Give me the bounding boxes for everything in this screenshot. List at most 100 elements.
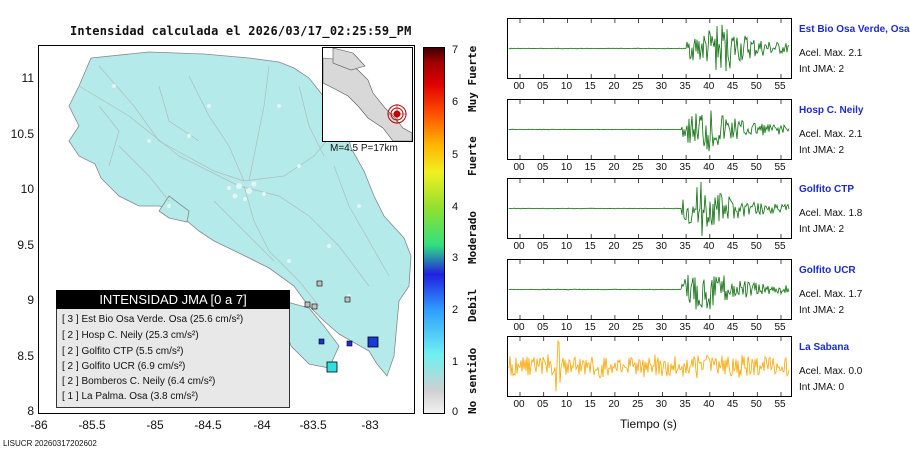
colorbar-tick: 5 xyxy=(452,149,459,161)
station-marker xyxy=(367,336,379,348)
station-name[interactable]: Est Bio Osa Verde, Osa xyxy=(799,24,910,35)
legend-row: [ 1 ] La Palma. Osa (3.8 cm/s²) xyxy=(62,391,199,402)
colorbar-word-moderado: Moderado xyxy=(466,211,479,264)
colorbar-word-debil: Debil xyxy=(466,288,479,322)
jma-intensity: Int JMA: 2 xyxy=(799,64,845,75)
waveform-panel[interactable] xyxy=(507,259,792,320)
x-tick-label: -86 xyxy=(30,418,48,432)
towns-layer xyxy=(112,84,361,298)
time-tick-label: 15 xyxy=(584,322,596,333)
time-tick-label: 25 xyxy=(632,81,644,92)
y-tick-label: 9 xyxy=(27,293,34,307)
time-tick-label: 10 xyxy=(560,399,573,410)
waveform-plot xyxy=(508,19,790,78)
colorbar-word-no-sentido: No sentido xyxy=(466,347,479,414)
map-title: Intensidad calculada el 2026/03/17_02:25… xyxy=(70,24,412,38)
station-marker xyxy=(316,280,323,287)
time-tick-label: 30 xyxy=(655,399,667,410)
seismogram-trace xyxy=(508,24,790,72)
time-tick-label: 55 xyxy=(774,399,786,410)
time-tick-label: 05 xyxy=(537,162,549,173)
waveform-panel[interactable] xyxy=(507,18,792,79)
time-tick-label: 30 xyxy=(655,322,667,333)
waveform-panel[interactable] xyxy=(507,178,792,239)
time-tick-label: 50 xyxy=(750,162,762,173)
time-tick-label: 45 xyxy=(726,399,739,410)
time-tick-label: 00 xyxy=(513,81,525,92)
station-name[interactable]: Golfito CTP xyxy=(799,184,854,195)
station-name[interactable]: La Sabana xyxy=(799,342,850,353)
station-marker xyxy=(346,340,353,347)
y-tick-label: 9.5 xyxy=(17,238,34,252)
time-tick-label: 45 xyxy=(726,162,739,173)
time-tick-label: 05 xyxy=(537,241,549,252)
nicoya-shape xyxy=(158,195,190,223)
time-tick-label: 10 xyxy=(560,322,573,333)
waveform-panel[interactable] xyxy=(507,99,792,160)
seismogram-trace xyxy=(508,181,790,237)
time-tick-label: 00 xyxy=(513,322,525,333)
time-tick-label: 50 xyxy=(750,241,762,252)
footer-id: LISUCR 20260317202602 xyxy=(3,439,97,448)
inset-map xyxy=(322,47,413,142)
time-tick-label: 45 xyxy=(726,241,739,252)
time-tick-label: 10 xyxy=(560,162,573,173)
time-tick-label: 55 xyxy=(774,162,786,173)
legend-row: [ 2 ] Golfito CTP (5.5 cm/s²) xyxy=(62,346,184,357)
peak-acceleration: Acel. Max. 2.1 xyxy=(799,129,863,140)
time-tick-label: 55 xyxy=(774,241,786,252)
y-tick-label: 10.5 xyxy=(10,127,34,141)
time-tick-label: 15 xyxy=(584,241,596,252)
time-axis-label: Tiempo (s) xyxy=(620,417,677,431)
legend-row: [ 3 ] Est Bio Osa Verde. Osa (25.6 cm/s²… xyxy=(62,314,244,325)
legend-header: INTENSIDAD JMA [0 a 7] xyxy=(56,290,290,309)
time-tick-label: 20 xyxy=(608,322,620,333)
colorbar-word-fuerte: Fuerte xyxy=(466,136,479,176)
waveform-plot xyxy=(508,337,790,396)
legend-row: [ 2 ] Hosp C. Neily (25.3 cm/s²) xyxy=(62,330,199,341)
y-tick-label: 8.5 xyxy=(17,349,34,363)
time-tick-label: 00 xyxy=(513,162,525,173)
time-tick-label: 20 xyxy=(608,241,620,252)
time-tick-label: 40 xyxy=(703,162,715,173)
x-tick-label: -83.5 xyxy=(299,418,327,432)
y-tick-label: 8 xyxy=(27,404,34,418)
time-tick-label: 25 xyxy=(632,241,644,252)
x-tick-label: -85.5 xyxy=(78,418,106,432)
time-tick-label: 00 xyxy=(513,399,525,410)
station-name[interactable]: Hosp C. Neily xyxy=(799,105,864,116)
colorbar-tick: 7 xyxy=(452,44,459,56)
colorbar-tick: 1 xyxy=(452,356,459,368)
time-tick-label: 05 xyxy=(537,399,549,410)
seismogram-trace xyxy=(508,110,790,152)
time-tick-label: 40 xyxy=(703,241,715,252)
colorbar-tick: 3 xyxy=(452,252,459,264)
roads-layer xyxy=(78,65,390,307)
waveform-plot xyxy=(508,100,790,159)
colorbar-tick: 6 xyxy=(452,96,459,108)
station-legend xyxy=(56,290,290,408)
time-tick-label: 20 xyxy=(608,81,620,92)
seismogram-trace xyxy=(508,274,790,310)
time-tick-label: 05 xyxy=(537,322,549,333)
time-tick-label: 50 xyxy=(750,81,762,92)
peak-acceleration: Acel. Max. 1.7 xyxy=(799,289,863,300)
seismogram-trace xyxy=(508,339,790,392)
colorbar-tick: 4 xyxy=(452,201,459,213)
station-name[interactable]: Golfito UCR xyxy=(799,265,856,276)
time-tick-label: 55 xyxy=(774,322,786,333)
time-tick-label: 15 xyxy=(584,162,596,173)
time-tick-label: 50 xyxy=(750,322,762,333)
time-tick-label: 15 xyxy=(584,81,596,92)
jma-intensity: Int JMA: 2 xyxy=(799,224,845,235)
time-tick-label: 10 xyxy=(560,81,573,92)
waveform-panel[interactable] xyxy=(507,336,792,397)
time-tick-label: 35 xyxy=(679,241,691,252)
x-tick-label: -83 xyxy=(361,418,379,432)
time-tick-label: 10 xyxy=(560,241,573,252)
time-tick-label: 15 xyxy=(584,399,596,410)
magnitude-depth-label: M=4.5 P=17km xyxy=(330,143,398,154)
time-tick-label: 40 xyxy=(703,322,715,333)
legend-row: [ 2 ] Bomberos C. Neily (6.4 cm/s²) xyxy=(62,376,216,387)
time-tick-label: 40 xyxy=(703,399,715,410)
